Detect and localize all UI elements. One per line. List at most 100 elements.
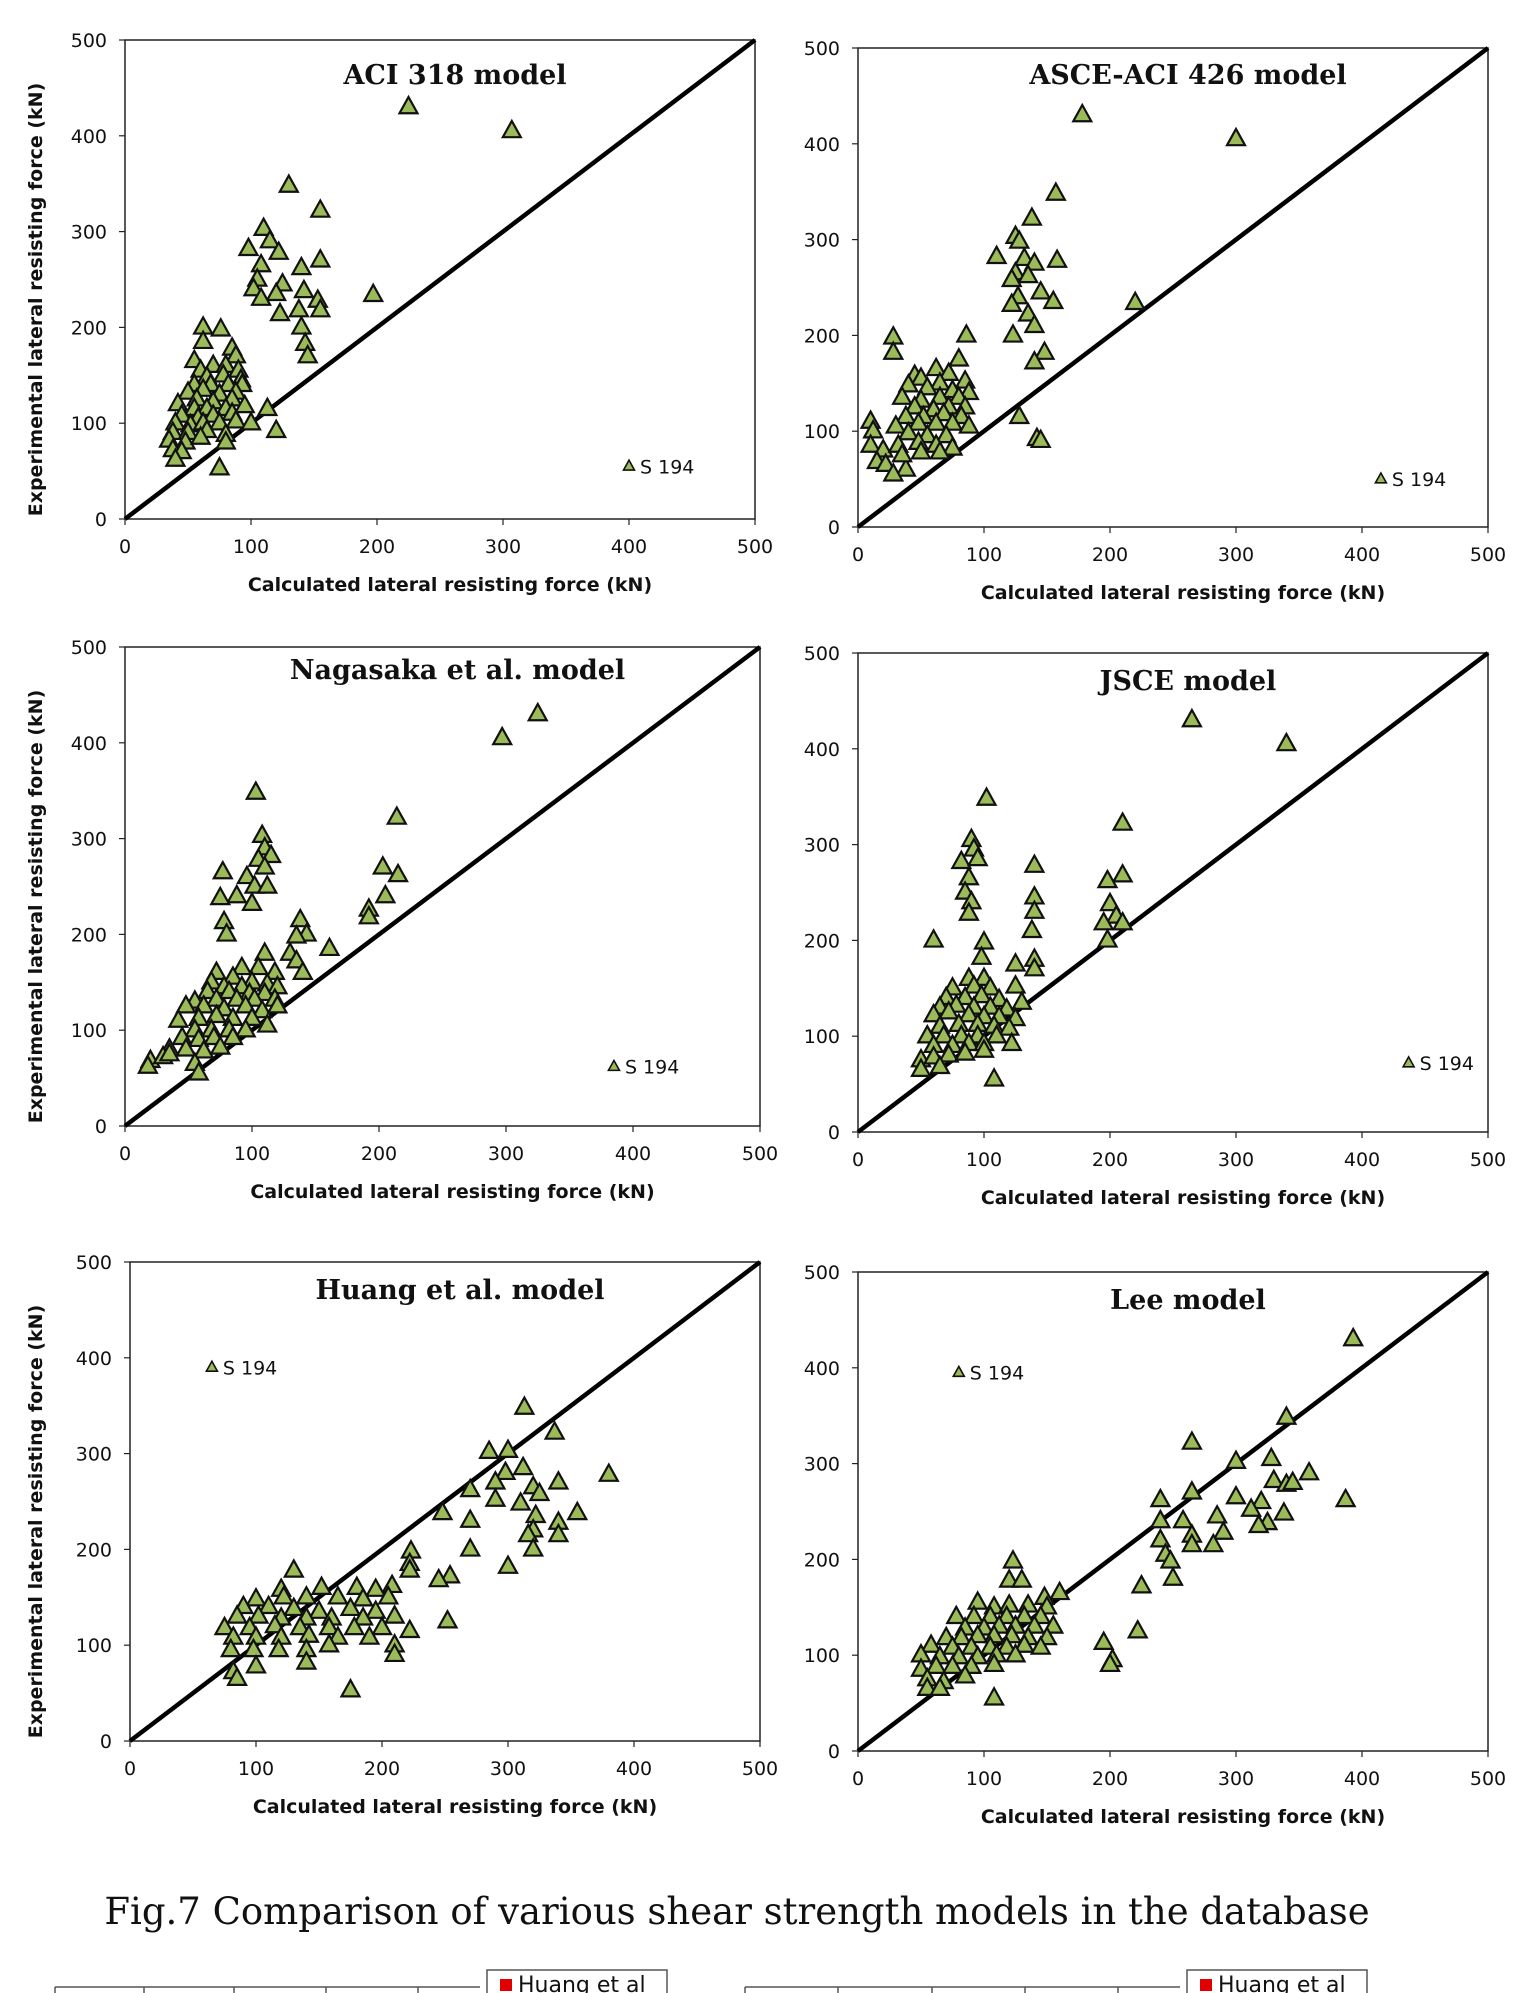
data-point (1240, 1497, 1262, 1517)
x-tick-label: 400 (1344, 544, 1380, 566)
data-point (298, 1623, 320, 1643)
data-point (1212, 1520, 1235, 1540)
y-tick-label: 0 (828, 517, 840, 539)
legend-marker (951, 1364, 966, 1378)
data-point (240, 410, 262, 431)
data-point (241, 891, 263, 912)
data-point (295, 1650, 318, 1670)
legend-label: S 194 (223, 1357, 277, 1379)
data-point (1111, 862, 1134, 883)
data-point (897, 420, 920, 441)
data-point (192, 1038, 215, 1059)
legend-strip-right: Huang et al (744, 1969, 1368, 1993)
data-point (282, 1596, 305, 1617)
y-tick-label: 200 (804, 325, 840, 347)
data-point (226, 1666, 248, 1686)
data-point (364, 1577, 387, 1597)
data-point (202, 353, 225, 373)
x-tick-label: 200 (361, 1143, 397, 1165)
y-tick-label: 400 (76, 1348, 112, 1370)
data-point (230, 955, 253, 976)
panels: 0 100 200 300 400 500 0 100 200 300 400 500 Calculat… (25, 30, 1506, 1828)
data-point (358, 1625, 381, 1645)
data-point (983, 1067, 1005, 1087)
data-point (566, 1500, 589, 1521)
data-point (916, 1676, 939, 1696)
y-tick-label: 300 (71, 222, 107, 244)
data-point (383, 1604, 406, 1624)
chart-panel-1: 0 100 200 300 400 500 0 100 200 300 400 500 Calculat… (25, 30, 773, 596)
data-point (225, 408, 247, 429)
data-points (910, 707, 1298, 1087)
data-point (209, 1035, 232, 1055)
data-point (1092, 1630, 1115, 1651)
x-tick-label: 400 (1344, 1149, 1380, 1171)
data-point (916, 423, 939, 444)
data-point (285, 924, 308, 944)
data-point (862, 418, 884, 439)
data-point (916, 375, 939, 396)
data-point (288, 297, 310, 318)
data-point (950, 1625, 973, 1646)
data-point (922, 928, 945, 948)
data-point (941, 1654, 964, 1674)
data-point (954, 1041, 976, 1061)
data-point (963, 974, 985, 994)
y-tick-label: 300 (76, 1444, 112, 1466)
data-point (234, 993, 257, 1014)
data-point (260, 843, 282, 864)
data-point (966, 846, 989, 867)
data-point (263, 960, 286, 980)
data-point (929, 385, 951, 405)
legend-label: S 194 (1420, 1053, 1474, 1075)
data-point (309, 297, 332, 318)
data-point (958, 414, 980, 434)
x-tick-label: 0 (124, 1758, 136, 1780)
data-point (963, 1604, 985, 1625)
y-tick-label: 300 (804, 230, 840, 252)
x-tick-label: 300 (490, 1758, 526, 1780)
data-point (219, 1637, 242, 1658)
legend-label-right: Huang et al (1218, 1973, 1346, 1993)
data-point (236, 864, 258, 885)
data-point (295, 1584, 318, 1605)
data-point (1181, 1430, 1203, 1450)
data-point (1004, 1642, 1027, 1663)
data-point (1023, 251, 1046, 271)
data-point (242, 276, 265, 297)
y-tick-label: 0 (828, 1122, 840, 1144)
y-tick-label: 500 (804, 1262, 840, 1284)
data-point (935, 423, 958, 444)
data-point (1013, 1633, 1036, 1653)
data-point (264, 1613, 286, 1634)
data-point (327, 1625, 349, 1645)
x-tick-label: 500 (1470, 1149, 1506, 1171)
data-point (266, 993, 289, 1014)
data-point (970, 945, 993, 965)
data-point (1099, 1652, 1121, 1673)
data-point (995, 1604, 1018, 1625)
data-point (256, 396, 279, 417)
y-tick-label: 200 (804, 1549, 840, 1571)
data-point (209, 885, 232, 906)
data-point (245, 1586, 267, 1607)
x-tick-label: 0 (119, 1143, 131, 1165)
data-point (1126, 1618, 1149, 1639)
x-tick-label: 400 (615, 1143, 651, 1165)
data-point (205, 1003, 228, 1024)
data-point (215, 922, 238, 942)
data-point (895, 404, 917, 425)
data-point (192, 329, 214, 350)
y-tick-label: 0 (100, 1731, 112, 1753)
data-point (385, 805, 408, 825)
y-tick-label: 500 (804, 38, 840, 60)
data-point (214, 430, 237, 450)
data-point (497, 1438, 519, 1458)
data-point (1023, 899, 1046, 919)
data-point (1023, 349, 1046, 370)
data-point (1000, 292, 1023, 312)
x-tick-label: 200 (364, 1758, 400, 1780)
data-point (966, 1590, 989, 1610)
data-point (985, 1023, 1008, 1044)
data-point (1021, 206, 1043, 226)
